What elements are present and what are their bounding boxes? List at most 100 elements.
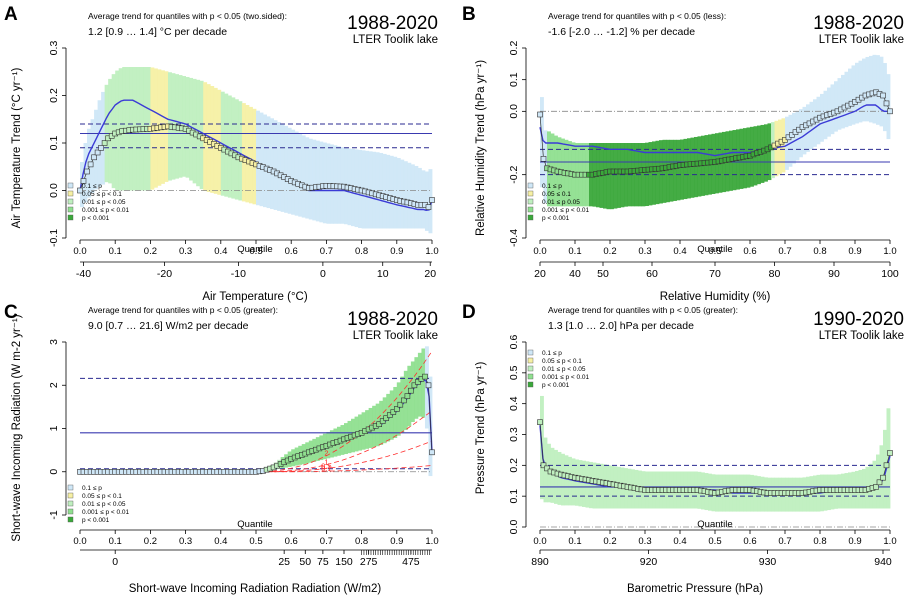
panel-b-ci-column <box>858 60 863 123</box>
panel-d-quantile-axis: 0.0 0.1 0.2 0.3 0.4 0.5 0.6 0.7 0.8 0.9 1.0 <box>533 529 897 547</box>
panel-a-trend-caption: Average trend for quantiles with p < 0.0… <box>88 11 287 21</box>
panel-c-trend-marker <box>425 382 432 389</box>
panel-c-quantile-tick-label: 0.0 <box>73 536 86 547</box>
panel-b-y-tick-label: 0.0 <box>508 104 520 119</box>
panel-d-ci-column <box>564 455 569 506</box>
panel-a-quantile-tick-label: 0.2 <box>144 246 157 257</box>
panel-d-plot-area: 0.1 ≤ p0.05 ≤ p < 0.10.01 ≤ p < 0.050.00… <box>527 349 893 528</box>
panel-c-legend-label: 0.01 ≤ p < 0.05 <box>82 501 126 508</box>
panel-c-contour-line <box>262 410 433 473</box>
panel-a-trend-marker <box>91 154 97 161</box>
panel-d-ci-column <box>561 453 565 506</box>
panel-a-x-tick-label: -20 <box>157 268 172 280</box>
panel-a-ci-column <box>227 95 232 198</box>
panel-a-ci-column <box>245 105 250 203</box>
panel-d-ci-column <box>582 460 586 507</box>
panel-c-y-tick-label: 1 <box>48 425 60 431</box>
panel-c-ci-column <box>421 348 426 418</box>
panel-d-quantile-tick-label: 0.0 <box>533 536 546 547</box>
panel-c-quantile-tick-label: 0.8 <box>355 536 368 547</box>
panel-c-trend-marker <box>390 409 397 415</box>
panel-d-x-tick-label: 930 <box>759 556 777 568</box>
panel-b-ci-column <box>697 136 702 197</box>
panel-b-quantile-tick-label: 0.8 <box>813 246 826 257</box>
panel-c-x-tick-label: 50 <box>299 556 311 568</box>
panel-c: C Average trend for quantiles with p < 0… <box>4 302 439 595</box>
panel-c-x-tick-label: 25 <box>278 556 290 568</box>
panel-d-ci-column <box>571 458 576 506</box>
panel-a-ci-column <box>234 99 239 200</box>
panel-b-ci-column <box>841 74 845 129</box>
panel-a: A Average trend for quantiles with p < 0… <box>4 4 439 303</box>
panel-a-ci-column <box>322 142 327 224</box>
panel-c-trend-marker <box>400 397 407 404</box>
panel-b-ci-column <box>781 118 786 173</box>
panel-b-plot-area: 0.1 ≤ p0.05 ≤ 0.10.01 ≤ p 0.050.001 ≤ p … <box>527 54 893 222</box>
panel-a-period: 1988-2020 <box>347 13 438 34</box>
panel-b-ci-column <box>603 143 607 209</box>
panel-b-quantile-tick-label: 0.2 <box>603 246 616 257</box>
panel-c-legend-swatch <box>67 484 74 491</box>
panel-c-y-tick-label: 3 <box>48 339 60 345</box>
panel-b-ci-column <box>799 109 803 158</box>
panel-a-ci-column <box>259 112 264 207</box>
panel-d-legend-label: 0.05 ≤ p < 0.1 <box>542 358 582 365</box>
panel-d-x-tick-label: 940 <box>874 556 892 568</box>
panel-a-ci-column <box>252 108 257 205</box>
panel-d-ci-column <box>550 447 555 503</box>
panel-a-y-label: Air Temperature Trend (°C yr⁻¹) <box>11 68 23 229</box>
panel-a-quantile-label: Quantile <box>237 244 272 255</box>
panel-d-ci-column <box>589 461 593 509</box>
panel-a-ci-column <box>108 78 113 184</box>
panel-a-y-tick-label: 0.2 <box>48 88 60 103</box>
panel-b-quantile-tick-label: 0.6 <box>743 246 756 257</box>
panel-a-yticks: -0.1 0.0 0.1 0.2 0.3 <box>48 41 67 247</box>
panel-b-legend-label: 0.01 ≤ p 0.05 <box>542 199 580 206</box>
panel-a-ci-column <box>241 103 246 202</box>
panel-a-ci-column <box>421 170 426 229</box>
panel-c-x-tick-label: 275 <box>360 556 378 568</box>
panel-a-ci-column <box>305 137 310 219</box>
panel-b-trend-caption: Average trend for quantiles with p < 0.0… <box>548 11 726 21</box>
panel-b-y-tick-label: 0.1 <box>508 72 520 87</box>
panel-c-contour-label: 0.1 <box>321 464 331 473</box>
panel-b-x-tick-label: 70 <box>709 268 721 280</box>
panel-d-y-tick-label: 0.4 <box>508 396 520 411</box>
panel-c-y-label: Short-wave Incoming Radiation (W m-2 yr⁻… <box>11 314 23 541</box>
panel-d-yticks: 0.0 0.1 0.2 0.3 0.4 0.5 0.6 <box>508 335 527 534</box>
panel-d-y-tick-label: 0.3 <box>508 427 520 442</box>
panel-a-quantile-tick-label: 0.9 <box>390 246 403 257</box>
panel-d-ci-column <box>883 429 887 509</box>
panel-d-legend-swatch <box>527 381 534 388</box>
panel-a-ci-column <box>248 106 253 204</box>
panel-b-quantile-tick-label: 0.9 <box>848 246 861 257</box>
panel-a-quantile-tick-label: 0.4 <box>214 246 227 257</box>
panel-a-x-tick-label: 20 <box>424 268 436 280</box>
panel-a-quantile-tick-label: 0.6 <box>285 246 298 257</box>
panel-a-ci-column <box>256 110 260 206</box>
panel-d-y-tick-label: 0.2 <box>508 458 520 473</box>
panel-a-legend-label: p < 0.001 <box>82 215 110 222</box>
panel-a-x-label: Air Temperature (°C) <box>202 291 308 303</box>
panel-b-ci-column <box>792 112 796 164</box>
panel-d-ci-column <box>599 463 604 509</box>
panel-b-x-axis: 20 40 50 60 70 80 90 100 <box>534 261 899 280</box>
panel-b-ci-column <box>834 81 838 132</box>
panel-b-ci-column <box>659 140 663 204</box>
panel-c-legend-swatch <box>67 516 74 523</box>
panel-b-trend-marker <box>883 100 890 107</box>
panel-b-ci-column <box>855 62 859 124</box>
panel-d-x-axis: 890 920 930 940 <box>531 549 892 568</box>
panel-b-ci-column <box>837 78 842 130</box>
panel-c-trend-marker <box>411 382 418 389</box>
panel-a-ci-column <box>312 139 317 221</box>
panel-b-ci-column <box>680 139 684 200</box>
panel-b-legend-swatch <box>527 214 534 221</box>
panel-c-legend-label: 0.001 ≤ p < 0.01 <box>82 509 130 516</box>
panel-c-legend-label: 0.1 ≤ p <box>82 485 102 492</box>
panel-a-y-tick-label: -0.1 <box>48 229 60 247</box>
panel-b-ci-column <box>669 139 674 202</box>
panel-b-ci-column <box>848 68 852 126</box>
panel-a-ci-column <box>417 167 422 229</box>
